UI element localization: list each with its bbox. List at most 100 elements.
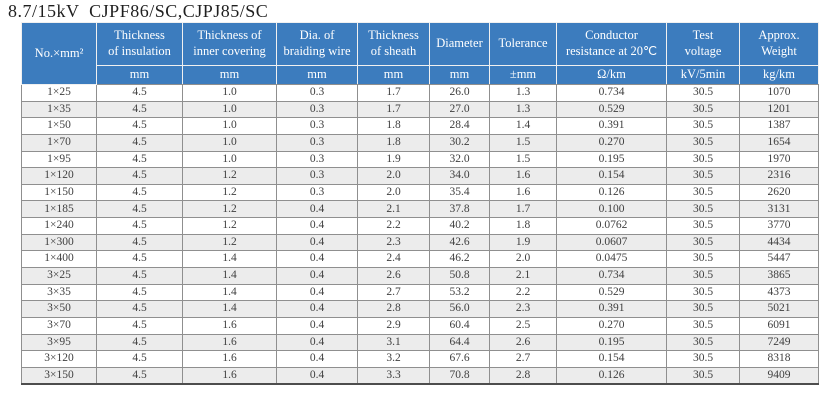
value-cell: 1070 <box>739 84 819 102</box>
value-cell: 1.0 <box>182 84 277 102</box>
spec-size-cell: 3×95 <box>21 333 97 352</box>
value-cell: 4.5 <box>96 233 183 252</box>
value-cell: 35.4 <box>429 183 490 202</box>
value-cell: 1.3 <box>489 84 557 102</box>
table-row: 1×185 4.5 1.2 0.4 2.1 37.8 1.7 0.100 30.5 3131 <box>21 200 819 219</box>
column-unit-5: mm <box>429 65 490 85</box>
column-unit-8: kV/5min <box>666 65 740 85</box>
table-row: 3×70 4.5 1.6 0.4 2.9 60.4 2.5 0.270 30.5 6091 <box>21 316 819 335</box>
column-unit-9: kg/km <box>739 65 819 85</box>
value-cell: 4.5 <box>96 267 183 285</box>
table-row: 1×400 4.5 1.4 0.4 2.4 46.2 2.0 0.0475 30.5 5447 <box>21 250 819 269</box>
value-cell: 64.4 <box>429 333 490 352</box>
value-cell: 0.3 <box>276 117 358 135</box>
value-cell: 1.5 <box>489 133 557 152</box>
value-cell: 0.4 <box>276 233 358 252</box>
value-cell: 0.4 <box>276 300 358 318</box>
spec-size-cell: 1×120 <box>21 167 97 185</box>
value-cell: 2.0 <box>489 250 557 269</box>
value-cell: 1.6 <box>489 167 557 185</box>
value-cell: 2.6 <box>357 267 430 285</box>
value-cell: 1.6 <box>182 316 277 335</box>
table-row: 1×25 4.5 1.0 0.3 1.7 26.0 1.3 0.734 30.5 1070 <box>21 84 819 102</box>
value-cell: 1.7 <box>357 84 430 102</box>
value-cell: 3.2 <box>357 350 430 368</box>
value-cell: 0.734 <box>556 267 667 285</box>
value-cell: 30.5 <box>666 117 740 135</box>
value-cell: 3131 <box>739 200 819 219</box>
value-cell: 0.529 <box>556 100 667 119</box>
value-cell: 30.5 <box>666 183 740 202</box>
value-cell: 0.154 <box>556 350 667 368</box>
value-cell: 4.5 <box>96 200 183 219</box>
value-cell: 4.5 <box>96 217 183 235</box>
value-cell: 0.4 <box>276 267 358 285</box>
value-cell: 0.0475 <box>556 250 667 269</box>
spec-size-cell: 3×35 <box>21 283 97 302</box>
value-cell: 0.3 <box>276 150 358 169</box>
value-cell: 4.5 <box>96 183 183 202</box>
value-cell: 30.5 <box>666 100 740 119</box>
table-row: 3×120 4.5 1.6 0.4 3.2 67.6 2.7 0.154 30.5 8318 <box>21 350 819 368</box>
table-row: 1×35 4.5 1.0 0.3 1.7 27.0 1.3 0.529 30.5 1201 <box>21 100 819 119</box>
spec-size-cell: 3×25 <box>21 267 97 285</box>
value-cell: 2.6 <box>489 333 557 352</box>
value-cell: 0.126 <box>556 183 667 202</box>
value-cell: 27.0 <box>429 100 490 119</box>
spec-size-cell: 1×95 <box>21 150 97 169</box>
value-cell: 1.9 <box>489 233 557 252</box>
column-header-2: Thickness of inner covering <box>182 22 277 66</box>
value-cell: 1.8 <box>489 217 557 235</box>
value-cell: 2.1 <box>357 200 430 219</box>
value-cell: 2.1 <box>489 267 557 285</box>
value-cell: 1.2 <box>182 233 277 252</box>
spec-size-cell: 3×50 <box>21 300 97 318</box>
value-cell: 56.0 <box>429 300 490 318</box>
catalog-page: 8.7/15kV CJPF86/SC,CJPJ85/SC No.×mm² Thic… <box>8 1 819 386</box>
value-cell: 1654 <box>739 133 819 152</box>
value-cell: 2.7 <box>357 283 430 302</box>
table-row: 3×50 4.5 1.4 0.4 2.8 56.0 2.3 0.391 30.5 5021 <box>21 300 819 318</box>
value-cell: 30.5 <box>666 350 740 368</box>
spec-size-cell: 3×70 <box>21 316 97 335</box>
table-row: 3×25 4.5 1.4 0.4 2.6 50.8 2.1 0.734 30.5 3865 <box>21 267 819 285</box>
value-cell: 0.100 <box>556 200 667 219</box>
table-row: 1×50 4.5 1.0 0.3 1.8 28.4 1.4 0.391 30.5 1387 <box>21 117 819 135</box>
value-cell: 8318 <box>739 350 819 368</box>
value-cell: 0.4 <box>276 333 358 352</box>
value-cell: 2.3 <box>489 300 557 318</box>
value-cell: 0.734 <box>556 84 667 102</box>
value-cell: 4.5 <box>96 250 183 269</box>
value-cell: 53.2 <box>429 283 490 302</box>
value-cell: 1.2 <box>182 167 277 185</box>
value-cell: 37.8 <box>429 200 490 219</box>
table-row: 1×300 4.5 1.2 0.4 2.3 42.6 1.9 0.0607 30.5 4434 <box>21 233 819 252</box>
value-cell: 30.5 <box>666 200 740 219</box>
value-cell: 4.5 <box>96 350 183 368</box>
column-unit-6: ±mm <box>489 65 557 85</box>
value-cell: 4.5 <box>96 84 183 102</box>
value-cell: 1.2 <box>182 183 277 202</box>
table-row: 3×150 4.5 1.6 0.4 3.3 70.8 2.8 0.126 30.5 9409 <box>21 366 819 385</box>
spec-size-cell: 1×185 <box>21 200 97 219</box>
value-cell: 1.4 <box>182 267 277 285</box>
value-cell: 0.4 <box>276 283 358 302</box>
value-cell: 26.0 <box>429 84 490 102</box>
value-cell: 2.0 <box>357 167 430 185</box>
value-cell: 0.3 <box>276 183 358 202</box>
value-cell: 4.5 <box>96 333 183 352</box>
column-unit-3: mm <box>276 65 358 85</box>
table-header: No.×mm² Thickness of insulation Thickness … <box>21 22 819 85</box>
column-header-9: Approx. Weight <box>739 22 819 66</box>
value-cell: 30.5 <box>666 217 740 235</box>
value-cell: 30.5 <box>666 167 740 185</box>
value-cell: 60.4 <box>429 316 490 335</box>
value-cell: 7249 <box>739 333 819 352</box>
value-cell: 2.8 <box>489 366 557 385</box>
value-cell: 1.0 <box>182 117 277 135</box>
value-cell: 50.8 <box>429 267 490 285</box>
value-cell: 4.5 <box>96 150 183 169</box>
value-cell: 4.5 <box>96 133 183 152</box>
spec-size-cell: 1×35 <box>21 100 97 119</box>
table-row: 1×150 4.5 1.2 0.3 2.0 35.4 1.6 0.126 30.5 2620 <box>21 183 819 202</box>
